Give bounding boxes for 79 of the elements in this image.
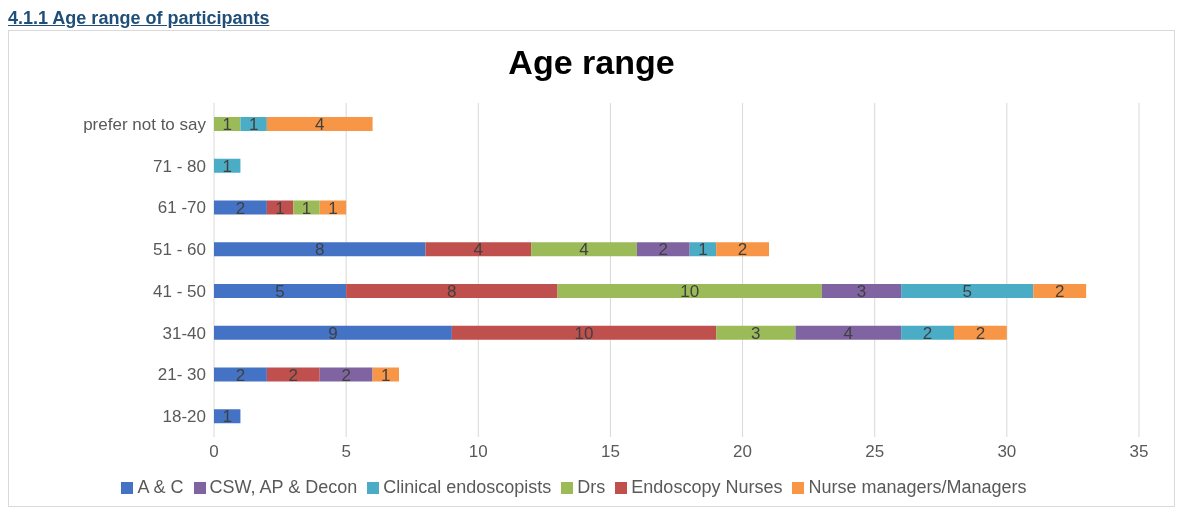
bar [214, 200, 267, 215]
bar [821, 284, 902, 298]
data-label: 10 [574, 323, 594, 343]
bar [214, 325, 452, 340]
legend-label: Clinical endoscopists [383, 477, 552, 497]
bar [1033, 284, 1087, 298]
legend-label: CSW, AP & Decon [209, 477, 358, 497]
legend-label: A & C [137, 477, 184, 497]
data-label: 1 [222, 115, 232, 135]
data-label: 4 [843, 323, 854, 343]
x-tick-label: 25 [865, 442, 885, 462]
y-tick-label: 18-20 [162, 407, 206, 427]
x-tick-label: 5 [341, 442, 351, 462]
bar [716, 242, 769, 257]
data-label: 8 [447, 282, 457, 302]
y-tick-label: 31-40 [162, 323, 206, 343]
x-tick-label: 10 [468, 442, 488, 462]
bar [214, 242, 426, 257]
bar [319, 367, 373, 382]
data-label: 1 [248, 115, 259, 135]
data-label: 8 [314, 240, 325, 260]
data-label: 1 [328, 198, 338, 218]
y-tick-label: 61 -70 [157, 198, 206, 218]
y-tick-label: 41 - 50 [153, 281, 206, 301]
data-label: 10 [680, 282, 700, 302]
bar [636, 242, 690, 257]
data-label: 3 [856, 282, 867, 302]
data-label: 1 [222, 407, 232, 427]
data-label: 4 [314, 115, 325, 135]
x-tick-label: 30 [997, 442, 1017, 462]
legend-label: Nurse managers/Managers [808, 477, 1027, 497]
chart-title: Age range [507, 43, 676, 83]
bar [240, 117, 267, 131]
x-tick-label: 20 [733, 442, 753, 462]
y-tick-label: 71 - 80 [153, 156, 206, 176]
bar [346, 284, 558, 298]
data-label: 4 [473, 240, 484, 260]
bar [451, 325, 717, 340]
bar [214, 367, 267, 382]
y-tick-label: 21- 30 [157, 365, 206, 385]
bar [716, 325, 796, 340]
y-tick-label: 51 - 60 [153, 240, 206, 260]
data-label: 9 [328, 323, 338, 343]
data-label: 2 [737, 240, 748, 260]
bar [901, 325, 954, 340]
data-label: 1 [698, 240, 708, 260]
data-label: 2 [658, 240, 669, 260]
x-tick-label: 0 [209, 442, 219, 462]
data-label: 2 [922, 323, 933, 343]
legend-label: Drs [577, 477, 606, 497]
bar [954, 325, 1007, 340]
legend-label: Endoscopy Nurses [631, 477, 783, 497]
x-tick-label: 35 [1129, 442, 1149, 462]
data-label: 2 [288, 365, 299, 385]
data-label: 5 [962, 282, 972, 302]
bar [266, 117, 373, 131]
data-label: 2 [341, 365, 351, 385]
data-label: 1 [381, 365, 391, 385]
bar [557, 284, 822, 298]
data-label: 2 [235, 198, 246, 218]
bar [901, 284, 1034, 298]
bar [425, 242, 532, 257]
x-tick-label: 15 [600, 442, 620, 462]
data-label: 1 [301, 198, 312, 218]
data-label: 3 [751, 323, 761, 343]
text: 4.1.1 Age range of participants [8, 8, 271, 30]
bar [531, 242, 637, 257]
data-label: 1 [275, 198, 285, 218]
y-tick-label: prefer not to say [83, 114, 207, 134]
bar [795, 325, 902, 340]
data-label: 2 [975, 323, 986, 343]
data-label: 1 [222, 156, 232, 176]
data-label: 2 [1054, 282, 1065, 302]
bar [214, 284, 347, 298]
data-label: 5 [275, 282, 285, 302]
bar [266, 367, 320, 382]
data-label: 4 [579, 240, 589, 260]
data-label: 2 [235, 365, 246, 385]
bar [293, 200, 320, 215]
